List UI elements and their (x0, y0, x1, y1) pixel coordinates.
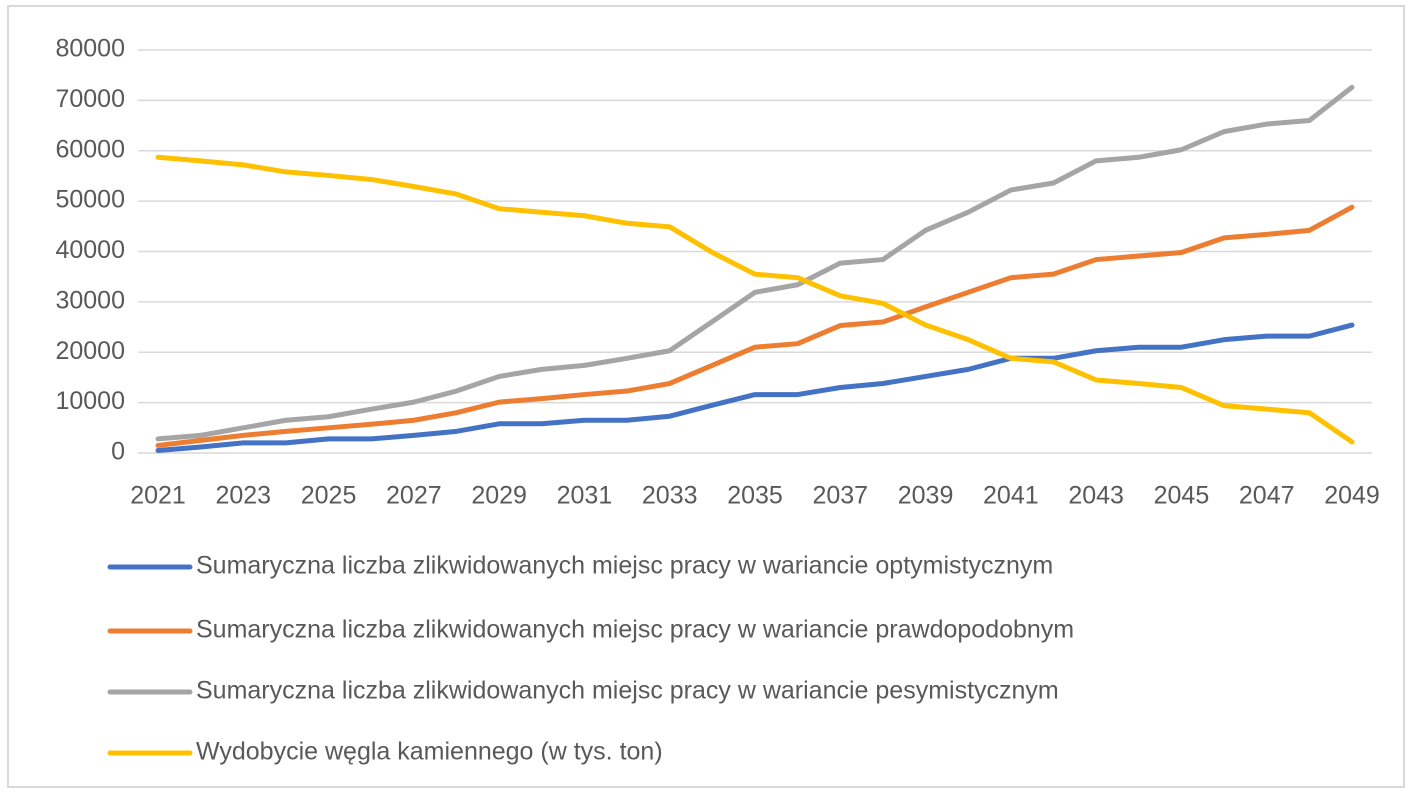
x-tick-label: 2029 (471, 482, 527, 510)
x-tick-label: 2021 (130, 482, 186, 510)
legend-label: Sumaryczna liczba zlikwidowanych miejsc … (196, 552, 1053, 580)
y-tick-label: 10000 (55, 387, 125, 415)
x-tick-label: 2047 (1239, 482, 1295, 510)
y-tick-label: 20000 (55, 337, 125, 365)
x-tick-label: 2035 (727, 482, 783, 510)
x-tick-label: 2031 (557, 482, 613, 510)
y-tick-label: 60000 (55, 135, 125, 163)
legend-label: Wydobycie węgla kamiennego (w tys. ton) (196, 738, 663, 766)
y-tick-label: 50000 (55, 186, 125, 214)
legend-label: Sumaryczna liczba zlikwidowanych miejsc … (196, 616, 1074, 644)
x-tick-label: 2041 (983, 482, 1039, 510)
y-tick-label: 70000 (55, 85, 125, 113)
series-line (155, 154, 1355, 445)
x-tick-label: 2027 (386, 482, 442, 510)
legend-label: Sumaryczna liczba zlikwidowanych miejsc … (196, 677, 1059, 705)
x-tick-label: 2045 (1154, 482, 1210, 510)
x-tick-label: 2043 (1068, 482, 1124, 510)
chart-frame (7, 5, 1405, 788)
x-tick-label: 2025 (301, 482, 357, 510)
y-tick-label: 0 (111, 438, 125, 466)
y-tick-label: 80000 (55, 35, 125, 63)
series-line (155, 204, 1355, 448)
y-tick-label: 40000 (55, 236, 125, 264)
x-tick-label: 2023 (215, 482, 271, 510)
x-tick-label: 2033 (642, 482, 698, 510)
x-tick-label: 2049 (1324, 482, 1380, 510)
x-tick-label: 2039 (898, 482, 954, 510)
series-line (155, 84, 1355, 442)
y-tick-label: 30000 (55, 286, 125, 314)
x-tick-label: 2037 (812, 482, 868, 510)
series-line (155, 322, 1355, 453)
